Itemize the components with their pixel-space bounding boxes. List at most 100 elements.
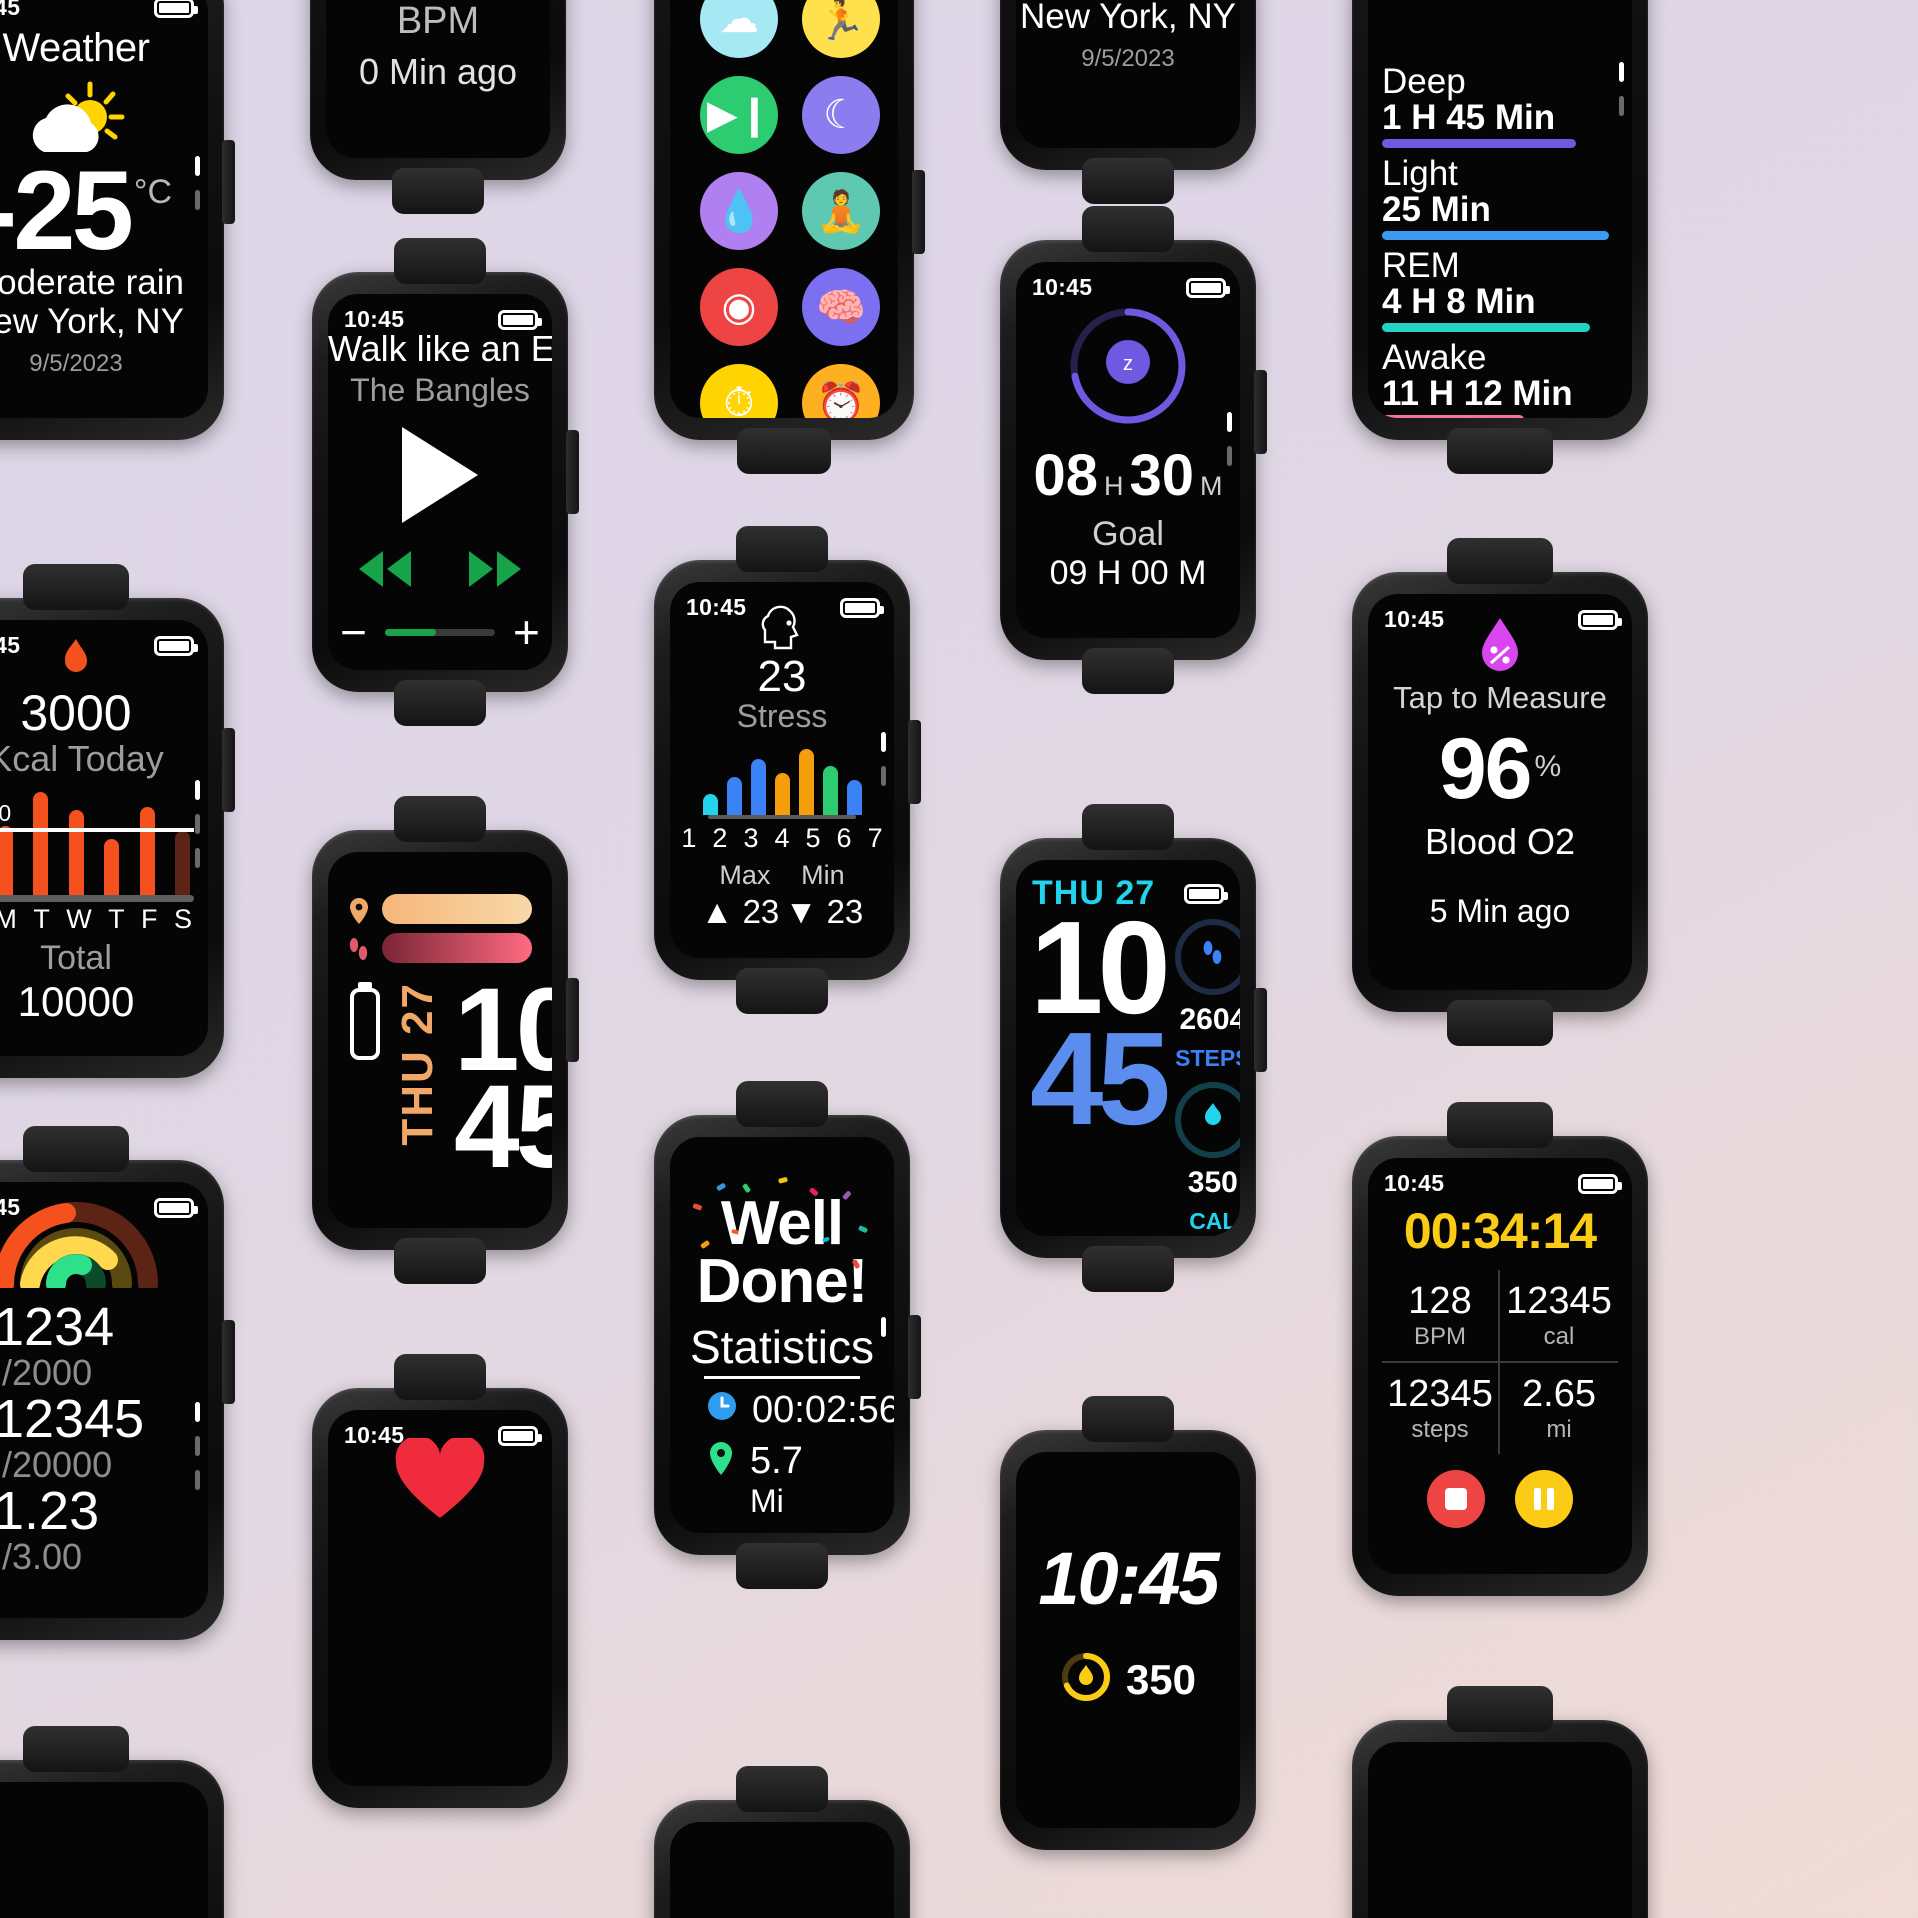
watch-sleep-stages[interactable]: Deep 1 H 45 Min Light 25 Min REM 4 H 8 M… <box>1352 0 1648 474</box>
stress-app-icon[interactable]: ◉ <box>700 268 778 346</box>
watch-screen: THU 27 10 45 <box>328 852 552 1228</box>
watch-partial-bottom-right[interactable] <box>1352 1686 1648 1918</box>
blood-oxygen-label: Blood O2 <box>1424 821 1576 862</box>
chart-axis <box>0 895 194 902</box>
status-time: 10:45 <box>0 0 21 20</box>
transport-controls[interactable] <box>328 549 552 594</box>
fast-forward-icon[interactable] <box>463 549 527 594</box>
chart-axis <box>708 815 856 819</box>
sleep-stage-name: Awake <box>1382 338 1487 378</box>
crown-button[interactable] <box>222 728 235 812</box>
status-bar: 10:45 <box>344 1422 542 1449</box>
watch-music-player[interactable]: 10:45 Walk like an E The Bangles − + <box>312 238 579 726</box>
scroll-indicator[interactable] <box>1227 412 1232 466</box>
music-app-icon[interactable]: ▶❙ <box>700 76 778 154</box>
watch-lug-top <box>1081 804 1175 850</box>
watch-screen: 10:45 Tap to Measure 96 % Blood O2 5 Min… <box>1368 594 1632 990</box>
running-app-icon[interactable]: 🏃 <box>802 0 880 58</box>
play-button[interactable] <box>328 427 552 523</box>
clock-minute: 45 <box>1030 1004 1171 1152</box>
alarm-app-icon[interactable]: ⏰ <box>802 364 880 418</box>
crown-button[interactable] <box>912 170 925 254</box>
crown-button[interactable] <box>566 430 579 514</box>
volume-slider[interactable] <box>385 628 495 636</box>
heart-icon <box>328 1438 552 1522</box>
scroll-indicator[interactable] <box>1619 62 1624 116</box>
weather-date: 9/5/2023 <box>29 350 123 378</box>
sleep-stage-bar <box>1382 323 1590 333</box>
rewind-icon[interactable] <box>353 549 417 594</box>
pause-icon <box>1534 1488 1554 1510</box>
scroll-indicator[interactable] <box>195 1402 200 1490</box>
watch-weather-secondary[interactable]: New York, NY 9/5/2023 <box>1000 0 1256 204</box>
watch-calories[interactable]: 10:45 3000 Kcal Today 2000 SMTWTFS Total… <box>0 564 235 1078</box>
crown-button[interactable] <box>222 140 235 224</box>
crown-button[interactable] <box>908 720 921 804</box>
scroll-indicator[interactable] <box>881 1317 886 1337</box>
scroll-indicator[interactable] <box>881 732 886 786</box>
stress-max-label: Max <box>719 860 771 890</box>
battery-icon <box>498 309 542 330</box>
steps-goal: /20000 <box>2 1443 113 1485</box>
activity-rings-icon <box>0 1196 208 1288</box>
sun-cloud-icon <box>0 77 208 163</box>
volume-control[interactable]: − + <box>328 606 552 658</box>
brain-app-icon[interactable]: 🧠 <box>802 268 880 346</box>
steps-dial[interactable] <box>1174 919 1240 995</box>
watch-workout-timer[interactable]: 10:45 00:34:14 128 BPM 12345 cal 12345 s… <box>1352 1102 1648 1596</box>
watch-activity-rings[interactable]: 10:45 1234 /2000 12345 /20000 <box>0 1126 235 1640</box>
metric-cell: 2.65 mi <box>1500 1363 1618 1454</box>
watch-vertical-clock[interactable]: THU 27 10 45 <box>312 796 579 1284</box>
sleep-duration: 08 H 30 M <box>1016 442 1240 509</box>
watch-heart-rate-top[interactable]: BPM 0 Min ago <box>310 0 566 214</box>
stopwatch-app-icon[interactable]: ⏱ <box>700 364 778 418</box>
calories-dial[interactable] <box>1174 1082 1240 1158</box>
scroll-indicator[interactable] <box>195 780 200 868</box>
complications[interactable]: 2604 STEPS 350 CAL <box>1174 919 1240 1235</box>
watch-clock-bottom[interactable]: 10:45 350 <box>1000 1396 1256 1850</box>
watch-partial-bottom-center[interactable] <box>654 1766 910 1918</box>
distance-row: 1.23 <box>0 1484 208 1538</box>
watch-heart-rate-bottom[interactable]: 10:45 <box>312 1354 568 1808</box>
stop-button[interactable] <box>1427 1470 1485 1528</box>
watch-weather[interactable]: 10:45 Weather -25 °C Moderate rain New Y… <box>0 0 235 440</box>
watch-blood-oxygen[interactable]: 10:45 Tap to Measure 96 % Blood O2 5 Min… <box>1352 538 1648 1046</box>
tap-to-measure-label[interactable]: Tap to Measure <box>1393 680 1607 715</box>
workout-controls[interactable] <box>1368 1470 1632 1528</box>
stop-icon <box>1445 1488 1467 1510</box>
status-time: 10:45 <box>344 1422 405 1448</box>
volume-up-button[interactable]: + <box>513 606 540 658</box>
watch-screen: Well Done! Statistics 00:02:56 5.7 Mi <box>670 1137 894 1533</box>
volume-down-button[interactable]: − <box>340 606 367 658</box>
track-artist: The Bangles <box>350 372 530 408</box>
watch-screen <box>0 1782 208 1918</box>
brain-icon <box>670 604 894 650</box>
crown-button[interactable] <box>222 1320 235 1404</box>
distance-goal: /3.00 <box>2 1535 83 1577</box>
app-grid[interactable]: ☁ 🏃 ▶❙ ☾ 💧 🧘 ◉ 🧠 ⏱ ⏰ <box>670 0 898 418</box>
watch-sleep-goal[interactable]: 10:45 z 08 H 30 M Goal 09 H 00 M <box>1000 206 1267 694</box>
watch-lug-top <box>735 526 829 572</box>
clock-hour: 10 <box>1030 894 1171 1041</box>
meditation-app-icon[interactable]: 🧘 <box>802 172 880 250</box>
crown-button[interactable] <box>1254 370 1267 454</box>
crown-button[interactable] <box>908 1315 921 1399</box>
watch-app-grid[interactable]: ☁ 🏃 ▶❙ ☾ 💧 🧘 ◉ 🧠 ⏱ ⏰ <box>654 0 925 474</box>
crown-button[interactable] <box>1254 988 1267 1072</box>
sleep-stage-row: Deep 1 H 45 Min <box>1382 64 1618 149</box>
scroll-indicator[interactable] <box>195 156 200 211</box>
pause-button[interactable] <box>1515 1470 1573 1528</box>
watch-big-clock[interactable]: THU 27 10 45 2604 STEPS <box>1000 804 1267 1292</box>
watch-lug-top <box>22 1126 130 1172</box>
calories-value: 350 <box>1125 1655 1197 1703</box>
watch-partial-bottom-left[interactable] <box>0 1726 224 1918</box>
watch-well-done[interactable]: Well Done! Statistics 00:02:56 5.7 Mi <box>654 1081 921 1589</box>
status-bar: 10:45 <box>0 0 198 21</box>
blood-oxygen-app-icon[interactable]: 💧 <box>700 172 778 250</box>
crown-button[interactable] <box>566 978 579 1062</box>
weather-app-icon[interactable]: ☁ <box>700 0 778 58</box>
sleep-app-icon[interactable]: ☾ <box>802 76 880 154</box>
metric-value: 12345 <box>1506 1280 1612 1322</box>
